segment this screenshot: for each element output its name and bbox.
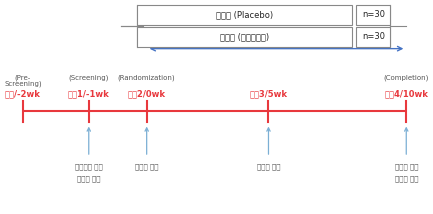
Text: 방문3/5wk: 방문3/5wk bbox=[249, 90, 288, 99]
Text: (Screening): (Screening) bbox=[68, 74, 109, 81]
Text: 스크리닝 항목: 스크리닝 항목 bbox=[75, 163, 103, 170]
Text: Screening): Screening) bbox=[4, 81, 42, 87]
Bar bbox=[356, 27, 390, 47]
Text: 대조군 (Placebo): 대조군 (Placebo) bbox=[216, 10, 273, 19]
Text: 방문1/-1wk: 방문1/-1wk bbox=[68, 90, 110, 99]
Text: 기능성 평가: 기능성 평가 bbox=[257, 163, 280, 170]
Text: 안전성 평가: 안전성 평가 bbox=[77, 176, 100, 182]
Text: 기능성 평가: 기능성 평가 bbox=[135, 163, 158, 170]
Text: 방문4/10wk: 방문4/10wk bbox=[385, 90, 428, 99]
Text: 기능성 평가: 기능성 평가 bbox=[394, 163, 418, 170]
Text: 방문2/0wk: 방문2/0wk bbox=[128, 90, 166, 99]
Bar bbox=[137, 5, 352, 25]
Text: n=30: n=30 bbox=[362, 10, 385, 19]
Text: 시험군 (잣잎추출물): 시험군 (잣잎추출물) bbox=[220, 32, 269, 41]
Bar bbox=[137, 27, 352, 47]
Text: Intervention period: Intervention period bbox=[227, 34, 326, 43]
Text: n=30: n=30 bbox=[362, 32, 385, 41]
Text: (Completion): (Completion) bbox=[384, 74, 429, 81]
Text: 전화/-2wk: 전화/-2wk bbox=[5, 90, 41, 99]
Text: (Pre-: (Pre- bbox=[15, 74, 31, 81]
Bar bbox=[356, 5, 390, 25]
Text: (Randomization): (Randomization) bbox=[118, 74, 175, 81]
Text: 안전성 평가: 안전성 평가 bbox=[394, 176, 418, 182]
